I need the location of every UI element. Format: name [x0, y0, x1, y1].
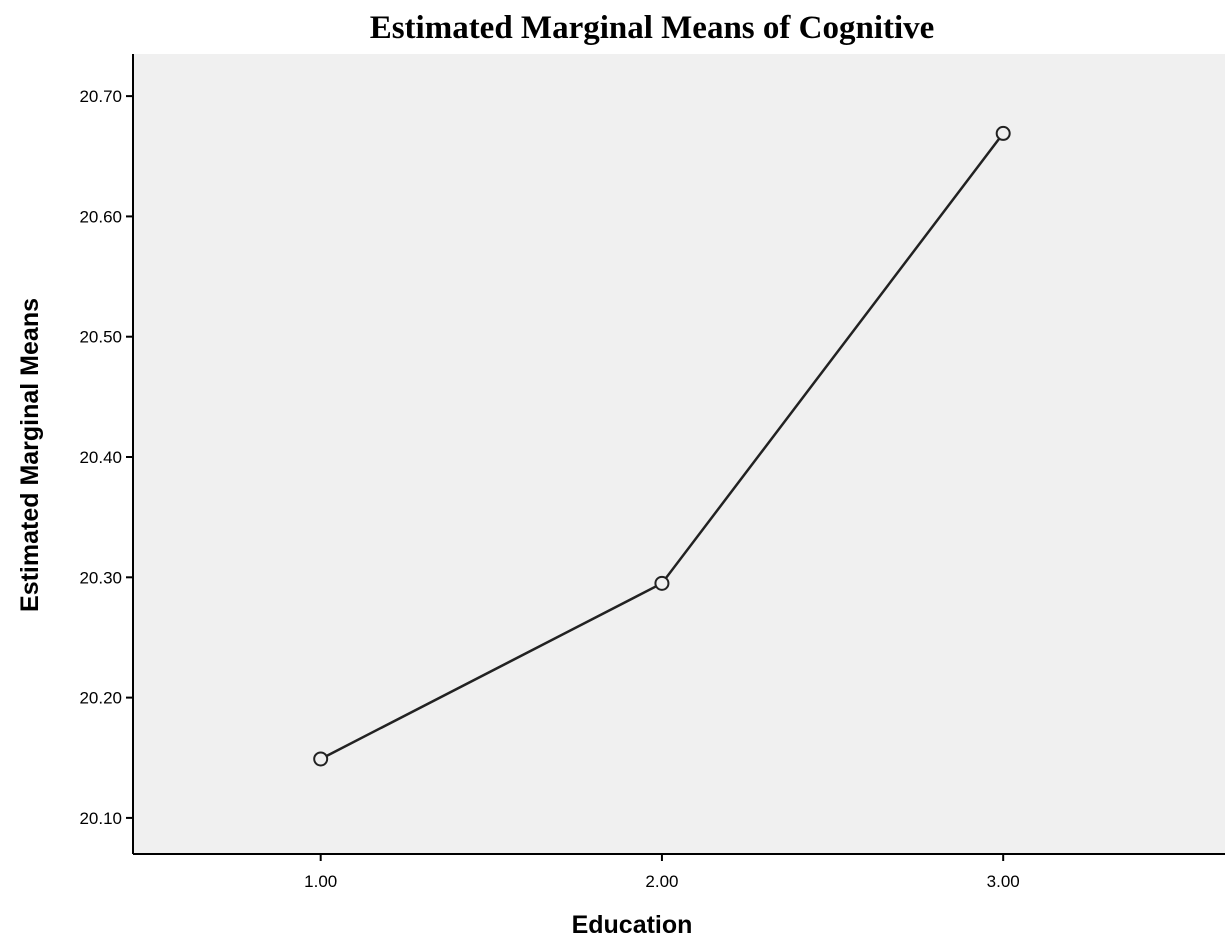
- x-tick-label: 1.00: [304, 872, 337, 891]
- chart-title: Estimated Marginal Means of Cognitive: [370, 10, 935, 46]
- data-point-3: [995, 125, 1011, 141]
- y-tick-label: 20.10: [79, 809, 122, 828]
- x-tick-label: 3.00: [987, 872, 1020, 891]
- y-tick-label: 20.50: [79, 328, 122, 347]
- x-axis-ticks: 1.00 2.00 3.00: [304, 854, 1020, 891]
- y-axis-ticks: 20.10 20.20 20.30 20.40 20.50 20.60 20.70: [79, 87, 133, 828]
- series-group: [313, 125, 1011, 767]
- y-tick-label: 20.70: [79, 87, 122, 106]
- data-point-2: [654, 575, 670, 591]
- plot-area: [133, 54, 1225, 854]
- y-tick-label: 20.60: [79, 207, 122, 226]
- x-tick-label: 2.00: [645, 872, 678, 891]
- y-tick-label: 20.30: [79, 568, 122, 587]
- x-axis-title: Education: [572, 911, 693, 939]
- y-tick-label: 20.20: [79, 689, 122, 708]
- y-tick-label: 20.40: [79, 448, 122, 467]
- y-axis-title: Estimated Marginal Means: [16, 298, 44, 612]
- data-point-1: [313, 751, 329, 767]
